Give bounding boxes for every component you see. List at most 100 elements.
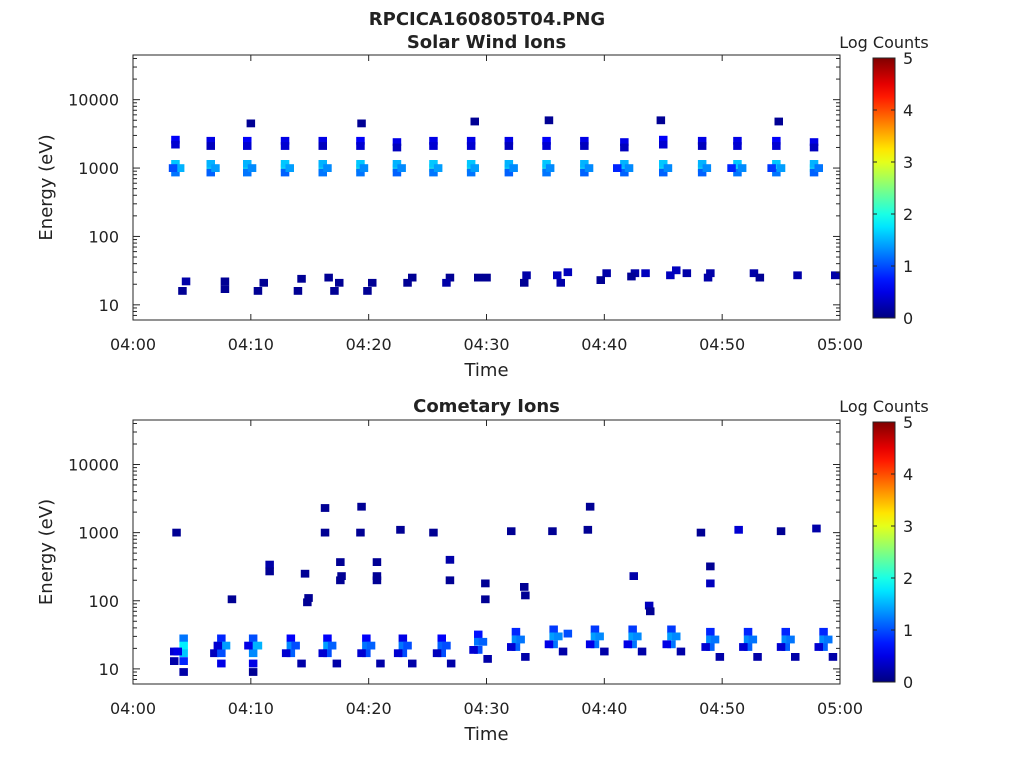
- data-cell: [584, 164, 594, 172]
- data-cell: [323, 649, 332, 658]
- data-cell: [706, 635, 715, 644]
- x-tick-label: 04:50: [699, 335, 745, 354]
- data-cell: [291, 641, 300, 650]
- x-tick-label: 04:10: [228, 335, 274, 354]
- data-cell: [733, 168, 742, 177]
- data-cell: [220, 285, 230, 293]
- data-cell: [300, 569, 310, 578]
- data-cell: [304, 594, 313, 602]
- data-cell: [171, 140, 180, 149]
- x-tick-label: 05:00: [817, 335, 863, 354]
- data-cell: [243, 160, 252, 168]
- data-cell: [749, 269, 759, 278]
- data-cell: [590, 625, 600, 634]
- data-cell: [542, 160, 551, 168]
- data-cell: [363, 287, 372, 295]
- data-cell: [337, 572, 346, 580]
- data-cell: [682, 269, 692, 278]
- data-cell: [583, 525, 593, 534]
- data-cell: [504, 164, 514, 172]
- data-cell: [549, 632, 558, 641]
- data-cell: [398, 649, 408, 658]
- data-cell: [596, 276, 605, 284]
- data-cell: [663, 164, 673, 172]
- data-cell: [727, 164, 736, 172]
- data-cell: [466, 168, 476, 177]
- data-cell: [676, 647, 686, 656]
- data-cell: [481, 595, 490, 604]
- data-cell: [172, 528, 181, 537]
- colorbar-label: Log Counts: [839, 33, 929, 52]
- data-cell: [248, 659, 258, 668]
- data-cell: [733, 160, 742, 168]
- data-cell: [697, 168, 707, 177]
- data-cell: [332, 659, 342, 668]
- colorbar-label: Log Counts: [839, 397, 929, 416]
- data-cell: [702, 164, 712, 172]
- colorbar-tick-label: 4: [903, 465, 913, 484]
- data-cell: [470, 164, 479, 172]
- x-tick-label: 04:00: [110, 335, 156, 354]
- data-cell: [666, 271, 675, 280]
- data-cell: [623, 640, 633, 649]
- data-cell: [330, 287, 339, 295]
- data-cell: [743, 627, 753, 636]
- data-cell: [772, 136, 781, 145]
- data-cell: [445, 273, 455, 282]
- data-cell: [171, 135, 180, 144]
- data-cell: [433, 164, 443, 172]
- data-cell: [359, 164, 369, 172]
- data-cell: [206, 136, 215, 145]
- data-cell: [697, 160, 707, 168]
- data-cell: [772, 164, 781, 172]
- data-cell: [633, 632, 642, 641]
- x-tick-label: 05:00: [817, 699, 863, 718]
- data-cell: [227, 595, 237, 604]
- data-cell: [403, 278, 412, 287]
- data-cell: [814, 643, 823, 651]
- x-tick-label: 04:30: [463, 335, 509, 354]
- data-cell: [318, 168, 327, 177]
- data-cell: [637, 647, 647, 656]
- colorbar-tick-label: 3: [903, 153, 913, 172]
- data-cell: [442, 278, 451, 287]
- data-cell: [733, 136, 742, 145]
- data-cell: [396, 525, 405, 534]
- data-cell: [706, 643, 715, 651]
- data-cell: [549, 640, 558, 649]
- data-cell: [376, 659, 385, 668]
- data-cell: [809, 138, 819, 146]
- data-cell: [831, 271, 840, 280]
- data-cell: [620, 138, 629, 146]
- data-cell: [474, 646, 483, 654]
- data-cell: [628, 625, 637, 634]
- data-cell: [466, 142, 476, 150]
- data-cell: [504, 168, 514, 177]
- data-cell: [392, 138, 402, 146]
- data-cell: [429, 164, 438, 172]
- data-cell: [478, 637, 488, 646]
- data-cell: [504, 136, 514, 145]
- data-cell: [248, 634, 258, 643]
- data-cell: [392, 143, 402, 152]
- data-cell: [429, 160, 438, 168]
- data-cell: [511, 643, 521, 651]
- data-cell: [445, 555, 455, 564]
- data-cell: [244, 641, 253, 650]
- data-cell: [602, 269, 611, 278]
- data-cell: [641, 269, 650, 278]
- data-cell: [318, 136, 327, 145]
- data-cell: [697, 142, 707, 150]
- data-cell: [318, 160, 327, 168]
- data-cell: [178, 287, 187, 295]
- data-cell: [580, 142, 589, 150]
- data-cell: [706, 579, 715, 588]
- data-cell: [672, 266, 681, 275]
- panel-solar-wind: Solar Wind Ions 04:00 04:10 04:20 04:30 04:40…: [36, 32, 929, 381]
- data-cell: [734, 525, 743, 534]
- data-cell: [247, 164, 257, 172]
- data-cell: [442, 641, 451, 650]
- data-cell: [320, 504, 330, 512]
- data-cell: [408, 659, 417, 668]
